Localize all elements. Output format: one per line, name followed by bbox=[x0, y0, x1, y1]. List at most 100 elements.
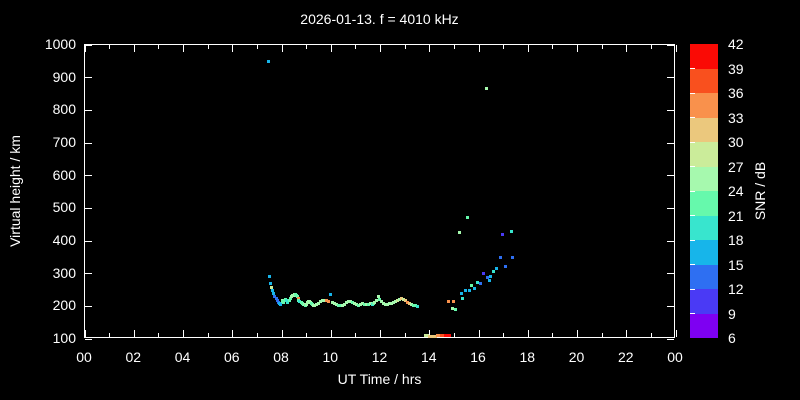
x-major-tick bbox=[675, 45, 677, 52]
data-point bbox=[316, 301, 320, 305]
data-point bbox=[498, 256, 502, 260]
x-major-tick bbox=[478, 45, 480, 52]
x-minor-tick bbox=[355, 45, 357, 49]
data-point bbox=[424, 333, 428, 337]
data-point bbox=[366, 302, 370, 306]
x-minor-tick bbox=[552, 45, 554, 49]
colorbar-segment bbox=[690, 117, 718, 142]
x-minor-tick bbox=[109, 333, 111, 337]
x-minor-tick bbox=[404, 333, 406, 337]
x-major-tick bbox=[429, 330, 431, 337]
x-minor-tick bbox=[207, 333, 209, 337]
x-major-tick bbox=[281, 330, 283, 337]
x-major-tick bbox=[330, 330, 332, 337]
data-point bbox=[338, 304, 342, 308]
data-point bbox=[390, 301, 394, 305]
x-major-tick bbox=[478, 330, 480, 337]
data-point bbox=[358, 302, 362, 306]
colorbar-segment bbox=[690, 93, 718, 118]
data-point bbox=[287, 298, 291, 302]
y-major-tick bbox=[85, 175, 92, 177]
x-minor-tick bbox=[355, 333, 357, 337]
data-point bbox=[454, 308, 458, 312]
data-point bbox=[318, 300, 322, 304]
x-tick-label: 08 bbox=[273, 349, 289, 365]
colorbar bbox=[690, 44, 718, 338]
x-tick-label: 00 bbox=[667, 349, 683, 365]
data-point bbox=[500, 232, 504, 236]
data-point bbox=[484, 87, 488, 91]
colorbar-segment bbox=[690, 215, 718, 240]
colorbar-tick-label: 30 bbox=[728, 134, 744, 150]
data-point bbox=[410, 302, 414, 306]
data-point bbox=[283, 299, 287, 303]
y-tick-label: 800 bbox=[52, 101, 76, 118]
y-major-tick bbox=[85, 240, 92, 242]
x-major-tick bbox=[626, 45, 628, 52]
x-minor-tick bbox=[207, 45, 209, 49]
colorbar-tick-label: 15 bbox=[728, 256, 744, 273]
x-tick-label: 10 bbox=[322, 349, 339, 365]
data-point bbox=[398, 298, 402, 302]
x-minor-tick bbox=[256, 45, 258, 49]
data-point bbox=[466, 215, 470, 219]
y-tick-label: 200 bbox=[52, 297, 76, 314]
plot-area bbox=[84, 44, 677, 340]
colorbar-tick-mark bbox=[690, 264, 695, 265]
colorbar-tick-mark bbox=[690, 141, 695, 143]
colorbar-tick-mark bbox=[690, 215, 695, 216]
data-point bbox=[330, 300, 334, 304]
y-major-tick bbox=[667, 338, 674, 340]
data-point bbox=[344, 301, 348, 305]
data-point bbox=[452, 299, 456, 303]
colorbar-tick-mark bbox=[690, 313, 695, 314]
data-point bbox=[408, 301, 412, 305]
colorbar-tick-mark bbox=[690, 166, 695, 167]
colorbar-tick-label: 42 bbox=[728, 36, 744, 52]
colorbar-segment bbox=[690, 44, 718, 69]
colorbar-tick-mark bbox=[690, 239, 695, 241]
x-major-tick bbox=[133, 45, 135, 52]
data-point bbox=[334, 302, 338, 306]
x-minor-tick bbox=[650, 45, 652, 49]
data-point bbox=[320, 299, 324, 303]
data-point bbox=[362, 302, 366, 306]
x-minor-tick bbox=[158, 333, 160, 337]
data-point bbox=[275, 298, 279, 302]
data-point bbox=[459, 292, 463, 296]
y-major-tick bbox=[85, 338, 92, 340]
data-point bbox=[312, 304, 316, 308]
y-major-tick bbox=[667, 175, 674, 177]
data-point bbox=[375, 298, 379, 302]
data-point bbox=[509, 229, 513, 233]
data-point bbox=[394, 300, 398, 304]
data-point bbox=[430, 334, 434, 338]
y-tick-label: 700 bbox=[52, 134, 76, 150]
data-point bbox=[284, 297, 288, 301]
data-point bbox=[274, 296, 278, 300]
x-tick-label: 18 bbox=[519, 349, 536, 365]
data-point bbox=[377, 295, 381, 299]
x-minor-tick bbox=[503, 45, 505, 49]
data-point bbox=[404, 298, 408, 302]
data-point bbox=[282, 300, 286, 304]
data-point bbox=[294, 293, 298, 297]
data-point bbox=[402, 297, 406, 301]
x-major-tick bbox=[84, 330, 86, 337]
x-axis-label: UT Time / hrs bbox=[337, 371, 422, 387]
chart-title: 2026-01-13. f = 4010 kHz bbox=[300, 11, 459, 27]
y-tick-label: 500 bbox=[52, 199, 76, 216]
y-major-tick bbox=[667, 44, 674, 46]
data-point bbox=[368, 301, 372, 305]
x-major-tick bbox=[183, 330, 184, 337]
data-point bbox=[487, 279, 491, 283]
data-point bbox=[270, 285, 274, 289]
data-point bbox=[386, 302, 390, 306]
data-point bbox=[468, 289, 472, 293]
data-point bbox=[444, 333, 448, 337]
colorbar-tick-label: 12 bbox=[728, 281, 744, 297]
y-major-tick bbox=[85, 305, 92, 307]
x-major-tick bbox=[330, 45, 332, 52]
colorbar-tick-mark bbox=[690, 190, 695, 192]
data-point bbox=[488, 275, 492, 279]
